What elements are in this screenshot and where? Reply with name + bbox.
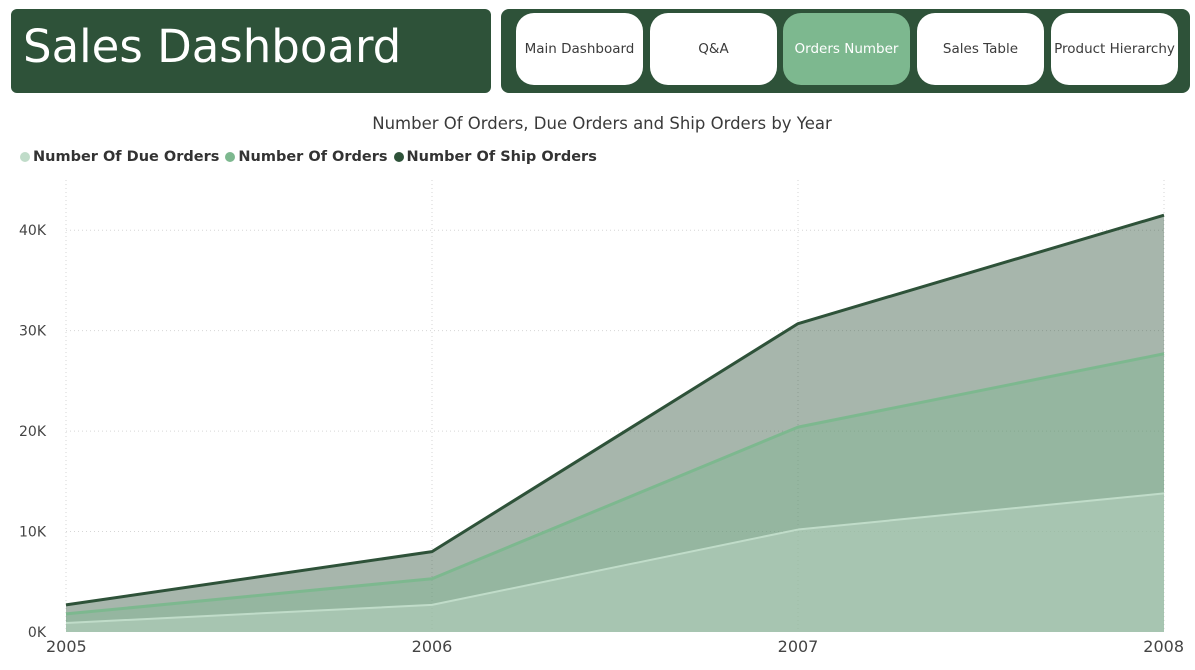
chart-gridlines	[65, 180, 1165, 632]
navigation-panel: Main Dashboard Q&A Orders Number Sales T…	[501, 9, 1190, 93]
legend-item-orders[interactable]: Number Of Orders	[225, 149, 388, 165]
x-tick-label: 2005	[46, 637, 87, 656]
area-ship-orders	[66, 215, 1164, 632]
chart-legend: Number Of Due Orders Number Of Orders Nu…	[20, 149, 603, 165]
y-tick-label: 20K	[19, 424, 47, 440]
line-ship-orders[interactable]	[65, 213, 1165, 607]
header-title-panel: Sales Dashboard	[11, 9, 491, 93]
y-tick-label: 30K	[19, 324, 47, 340]
legend-label-due-orders: Number Of Due Orders	[33, 149, 220, 165]
line-due-orders[interactable]	[65, 492, 1165, 624]
chart-areas	[66, 215, 1164, 632]
legend-item-ship-orders[interactable]: Number Of Ship Orders	[393, 149, 597, 165]
y-tick-label: 40K	[19, 223, 47, 239]
y-tick-label: 10K	[19, 525, 47, 541]
x-tick-label: 2007	[778, 637, 819, 656]
legend-item-due-orders[interactable]: Number Of Due Orders	[20, 149, 219, 165]
x-tick-label: 2008	[1143, 637, 1184, 656]
nav-button-product-hierarchy[interactable]: Product Hierarchy	[1051, 13, 1178, 85]
x-tick-label: 2006	[412, 637, 453, 656]
x-axis-ticks: 2005 2006 2007 2008	[46, 637, 1184, 656]
area-orders	[66, 353, 1164, 632]
legend-marker-due-orders	[20, 152, 30, 162]
y-axis-ticks: 0K 10K 20K 30K 40K	[19, 223, 47, 641]
legend-marker-orders	[225, 152, 236, 162]
nav-button-orders-number[interactable]: Orders Number	[783, 13, 910, 85]
nav-button-sales-table[interactable]: Sales Table	[917, 13, 1044, 85]
area-due-orders	[66, 493, 1164, 632]
chart-lines	[65, 213, 1165, 624]
dashboard-title: Sales Dashboard	[23, 20, 402, 73]
chart-title: Number Of Orders, Due Orders and Ship Or…	[372, 114, 832, 133]
legend-label-orders: Number Of Orders	[238, 149, 388, 165]
y-tick-label: 0K	[28, 625, 47, 641]
legend-marker-ship-orders	[393, 152, 404, 162]
nav-button-main-dashboard[interactable]: Main Dashboard	[516, 13, 643, 85]
line-orders[interactable]	[65, 352, 1165, 616]
nav-button-qa[interactable]: Q&A	[650, 13, 777, 85]
legend-label-ship-orders: Number Of Ship Orders	[406, 149, 597, 165]
